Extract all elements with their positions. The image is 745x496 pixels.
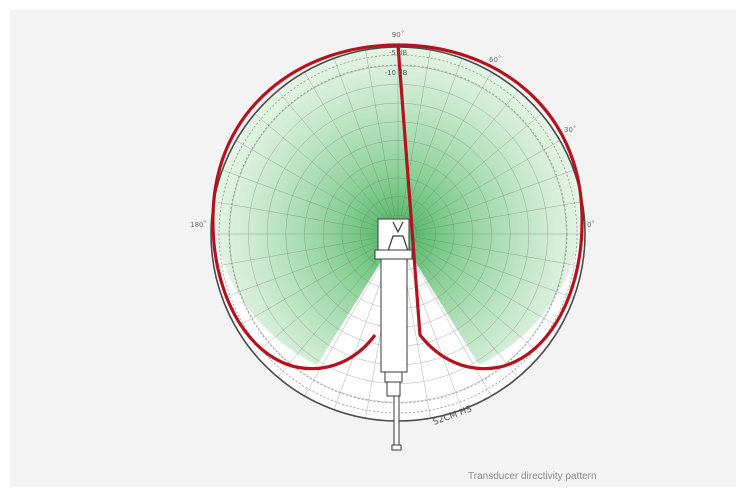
grid-spoke <box>277 90 387 221</box>
transducer-connector <box>384 371 403 383</box>
transducer-cable-end <box>391 444 402 451</box>
grid-spoke <box>414 169 574 229</box>
transducer-cable <box>393 395 400 447</box>
grid-spoke <box>213 201 381 232</box>
grid-spoke <box>406 71 492 219</box>
angle-label-0: 0˚ <box>587 221 595 229</box>
grid-spoke <box>235 242 383 328</box>
db-label-minus10: -10 dB <box>385 69 408 77</box>
grid-spoke <box>365 49 396 217</box>
grid-spoke <box>254 113 385 223</box>
grid-spoke <box>222 239 382 299</box>
angle-label-180: 180˚ <box>190 221 207 229</box>
grid-spoke <box>304 249 390 397</box>
grid-spoke <box>333 58 393 218</box>
grid-spoke <box>277 247 387 378</box>
transducer-collar <box>374 249 413 260</box>
angle-label-60: 60˚ <box>489 56 501 64</box>
grid-spoke <box>235 140 383 226</box>
transducer-device <box>374 218 413 451</box>
grid-spoke <box>403 250 463 410</box>
angle-label-90: 90˚ <box>392 31 404 39</box>
grid-spoke <box>415 201 583 232</box>
grid-spoke <box>411 113 542 223</box>
directivity-pattern-curve <box>211 43 584 371</box>
figure-caption: Transducer directivity pattern <box>468 471 597 482</box>
grid-spoke <box>409 247 519 378</box>
grid-spoke <box>414 239 574 299</box>
grid-spoke <box>406 249 492 397</box>
grid-spoke <box>413 140 561 226</box>
grid-spoke <box>254 245 385 355</box>
transducer-housing <box>380 258 408 373</box>
transducer-element <box>387 221 409 252</box>
grid-spoke <box>411 245 542 355</box>
polar-grid <box>211 47 585 421</box>
grid-spoke <box>304 71 390 219</box>
grid-spoke <box>403 58 463 218</box>
angle-label-30: 30˚ <box>564 126 576 134</box>
grid-spoke <box>222 169 382 229</box>
grid-spoke <box>400 49 431 217</box>
grid-spoke <box>213 236 381 267</box>
grid-spoke <box>413 242 561 328</box>
transducer-clamp <box>386 381 401 397</box>
db-label-minus5: -5 dB <box>389 49 408 57</box>
grid-spoke <box>415 236 583 267</box>
grid-spoke <box>409 90 519 221</box>
